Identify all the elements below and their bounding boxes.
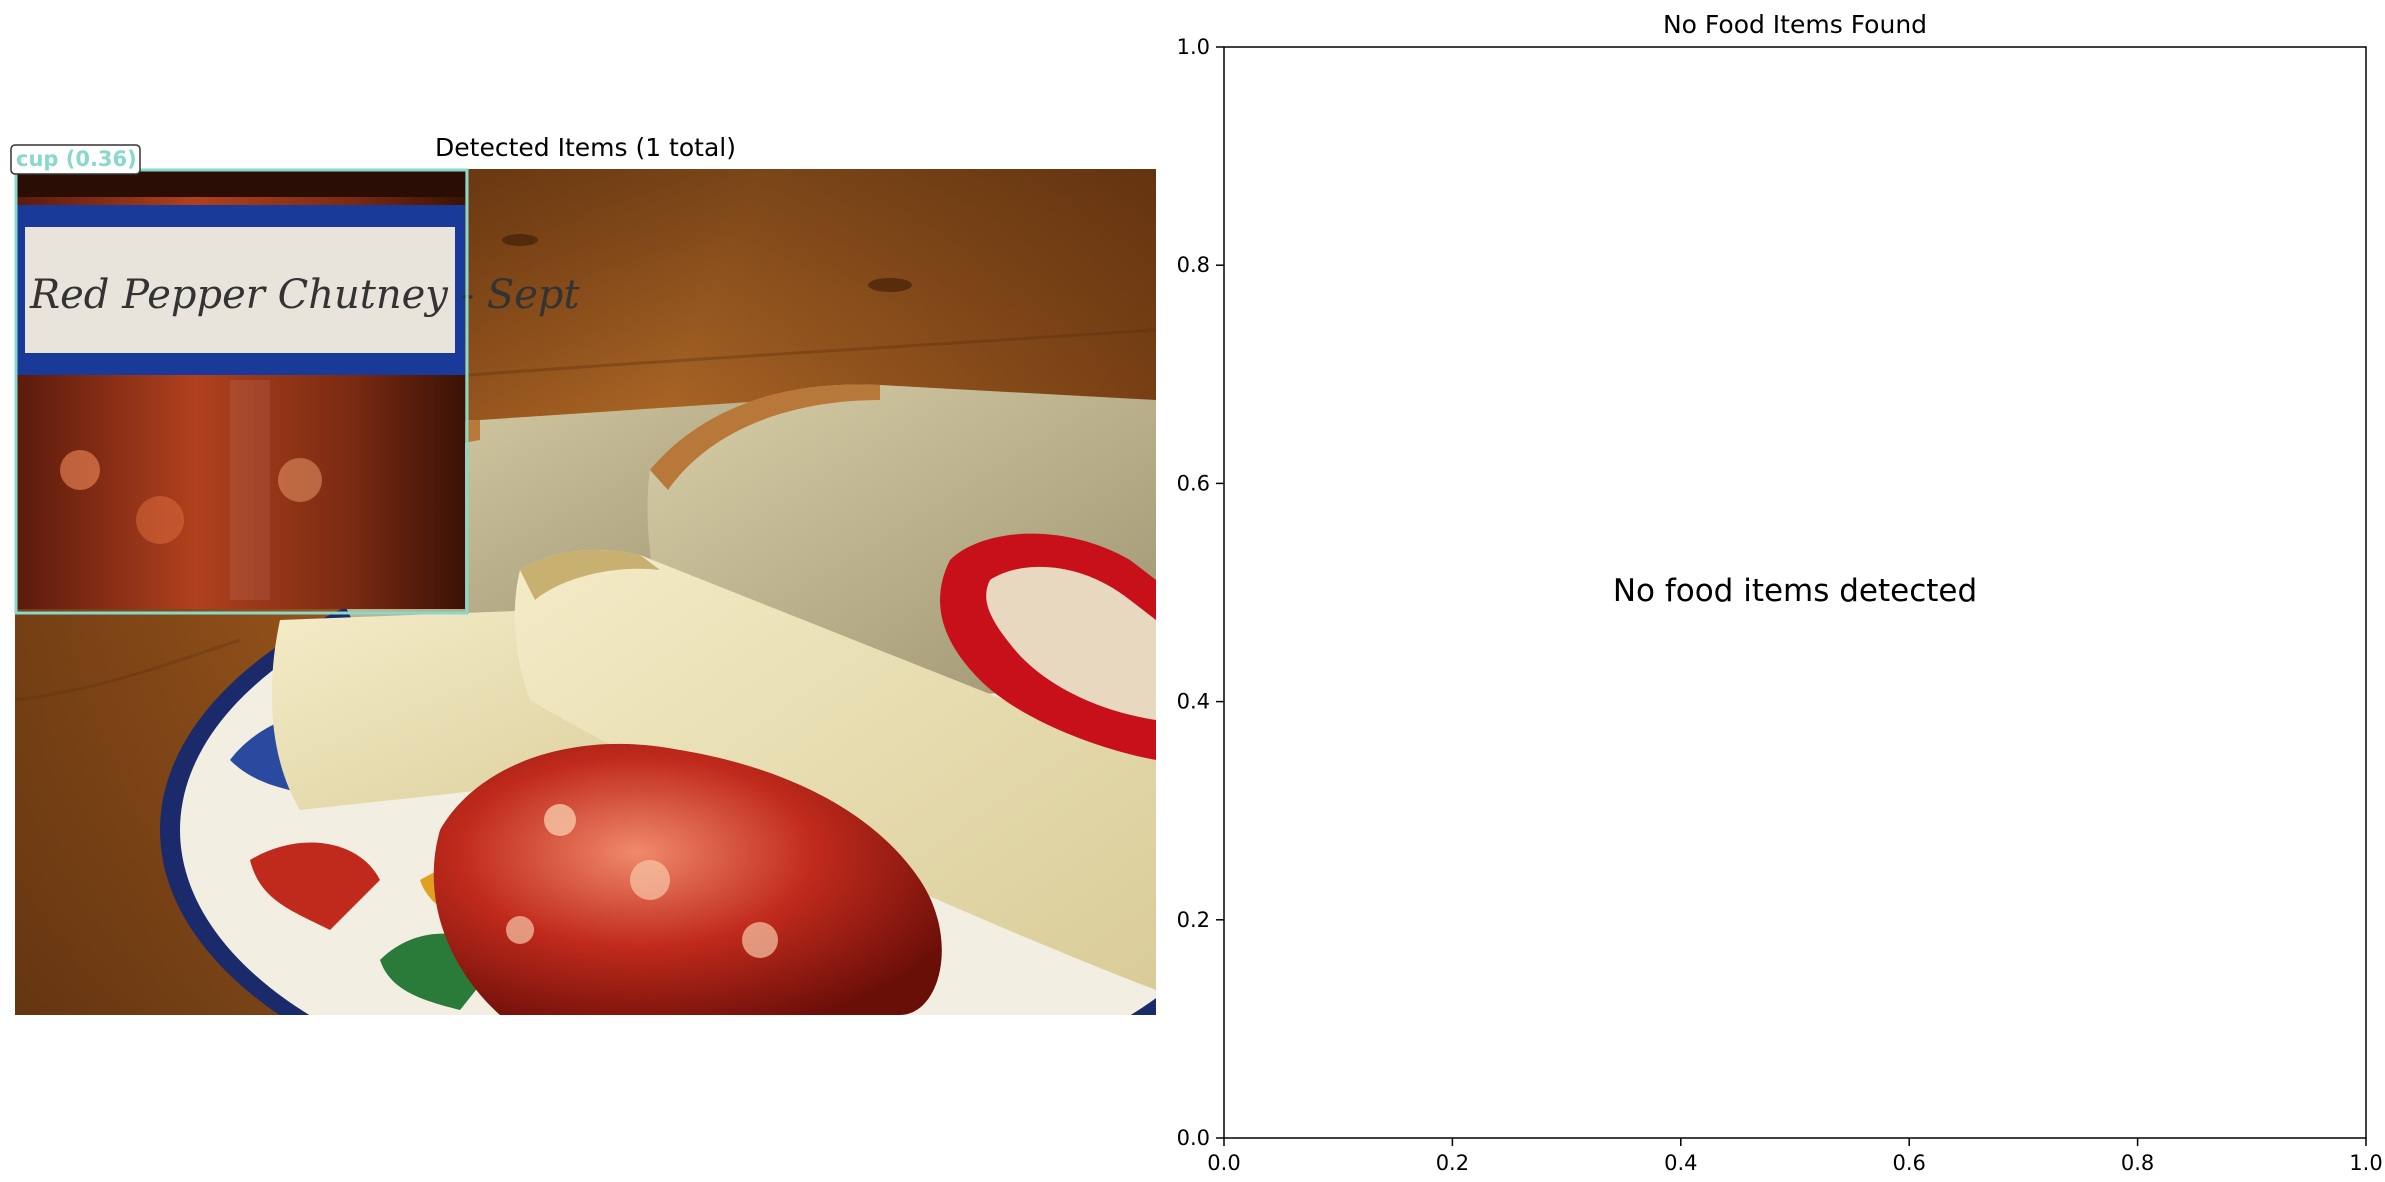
x-tick-label: 0.0	[1207, 1151, 1240, 1175]
y-tick-label: 0.6	[1177, 471, 1210, 495]
detection-box	[14, 168, 469, 615]
x-tick-label: 0.6	[1892, 1151, 1925, 1175]
x-tick-label: 0.8	[2121, 1151, 2154, 1175]
y-tick-label: 1.0	[1177, 35, 1210, 59]
x-tick-label: 1.0	[2349, 1151, 2382, 1175]
y-tick-label: 0.8	[1177, 253, 1210, 277]
y-tick-label: 0.2	[1177, 908, 1210, 932]
y-tick-label: 0.4	[1177, 690, 1210, 714]
y-tick-label: 0.0	[1177, 1126, 1210, 1150]
detection-label-box	[10, 144, 141, 175]
left-panel-title: Detected Items (1 total)	[435, 133, 736, 162]
plot-area	[1223, 46, 2367, 1139]
detection-label: cup (0.36)	[16, 147, 137, 171]
x-tick-label: 0.4	[1664, 1151, 1697, 1175]
food-photo: Red Pepper Chutney - Sept	[15, 169, 1156, 1015]
right-panel-title: No Food Items Found	[1663, 10, 1927, 39]
x-axis: 0.0 0.2 0.4 0.6 0.8 1.0	[1207, 1138, 2383, 1175]
no-food-message: No food items detected	[1613, 573, 1977, 609]
detection-cup: cup (0.36)	[10, 144, 469, 615]
jar-label-text: Red Pepper Chutney - Sept	[29, 272, 580, 318]
right-axes: No Food Items Found 0.0 0.2 0.4 0.6 0.8 1.0 0…	[1177, 10, 2383, 1175]
y-axis: 0.0 0.2 0.4 0.6 0.8 1.0	[1177, 35, 1224, 1150]
x-tick-label: 0.2	[1436, 1151, 1469, 1175]
left-axes: Detected Items (1 total)	[10, 133, 1156, 1015]
